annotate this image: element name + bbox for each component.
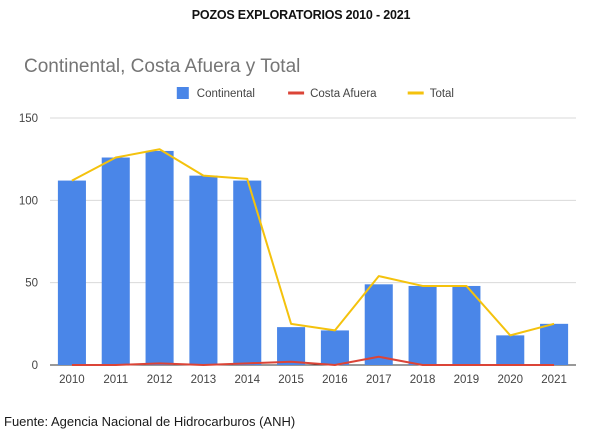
x-tick-label: 2010 [59,374,85,386]
bar-continental [452,285,481,365]
x-tick-label: 2012 [147,374,173,386]
chart-svg: 0 50 100 150 2010 2011 2012 2013 2014 2015 2016 201… [19,87,576,386]
x-tick-label: 2013 [191,374,217,386]
x-tick-label: 2017 [366,374,392,386]
legend-swatch-continental [176,87,189,99]
source-note: Fuente: Agencia Nacional de Hidrocarburo… [4,414,296,429]
bar-continental [540,323,569,365]
x-tick-label: 2021 [541,374,567,386]
page-title: POZOS EXPLORATORIOS 2010 - 2021 [191,8,411,22]
y-tick-label: 50 [25,278,38,290]
bar-continental [364,284,393,365]
bar-continental [277,327,306,365]
x-tick-label: 2014 [234,374,260,386]
x-tick-label: 2016 [322,374,348,386]
legend-label-costa-afuera: Costa Afuera [310,88,377,100]
x-tick-label: 2011 [103,374,128,386]
legend-label-continental: Continental [197,88,255,100]
chart-panel: Continental, Costa Afuera y Total 0 50 100… [8,40,592,394]
bar-continental [57,180,86,365]
y-tick-label: 150 [19,113,38,125]
bar-continental [101,157,130,365]
bar-continental [320,330,349,365]
y-tick-label: 100 [19,195,38,207]
y-tick-label: 0 [32,360,38,372]
chart-title: Continental, Costa Afuera y Total [24,56,301,77]
x-tick-label: 2020 [497,374,523,386]
bar-continental [145,150,174,365]
x-tick-label: 2015 [278,374,304,386]
bar-continental [189,175,218,365]
legend-label-total: Total [430,88,454,100]
bar-continental [496,335,525,365]
line-total [71,148,555,337]
x-tick-label: 2019 [454,374,480,386]
line-costa-afuera [71,355,555,366]
bar-continental [408,285,437,365]
x-tick-label: 2018 [410,374,436,386]
